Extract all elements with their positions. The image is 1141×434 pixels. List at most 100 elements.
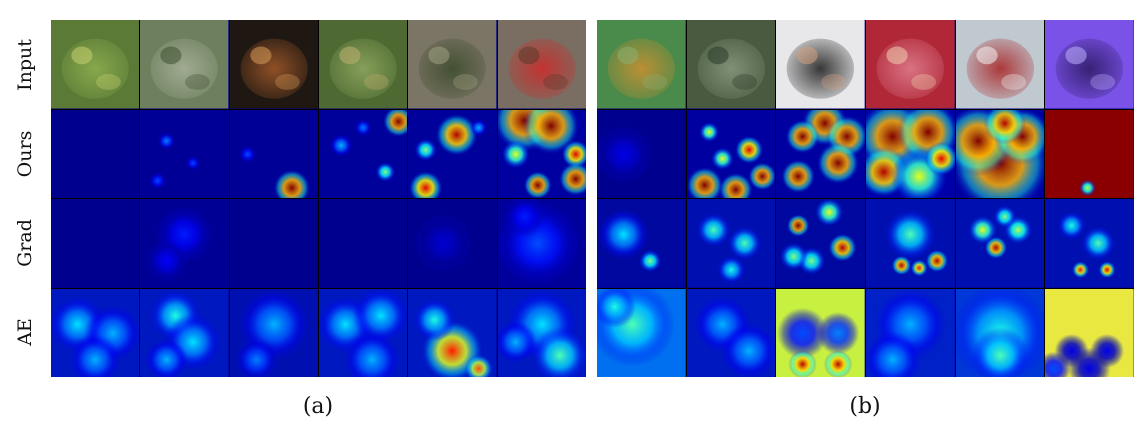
grad-heatmap-image (497, 199, 586, 288)
grad-heatmap-image (865, 199, 955, 288)
ae-heatmap (408, 288, 497, 377)
ae-heatmap-image (229, 288, 318, 377)
ours-heatmap (686, 109, 776, 198)
grad-heatmap-image (229, 199, 318, 288)
row-label-text: Grad (14, 219, 36, 267)
ae-heatmap (686, 288, 776, 377)
input-image (776, 20, 865, 109)
acorn-ground-photo (408, 20, 497, 109)
ae-heatmap-image (776, 288, 865, 377)
ours-heatmap-image (955, 109, 1045, 198)
ae-heatmap (865, 288, 955, 377)
grad-heatmap (686, 199, 776, 288)
ours-heatmap-image (140, 109, 229, 198)
row-label-ae: AE (5, 288, 45, 376)
caption-b: (b) (849, 394, 881, 419)
row-label-text: AE (14, 318, 36, 346)
grad-heatmap (597, 199, 686, 288)
telephone-photo (776, 20, 865, 109)
ae-heatmap (955, 288, 1045, 377)
image-grid-b (597, 20, 1134, 377)
fish-net-photo (597, 20, 686, 109)
grad-heatmap (140, 199, 229, 288)
input-image (686, 20, 776, 109)
ae-heatmap-image (408, 288, 497, 377)
grad-heatmap-image (686, 199, 776, 288)
image-grid-a (51, 20, 586, 377)
ours-heatmap (229, 109, 318, 198)
grad-heatmap-image (955, 199, 1045, 288)
grad-heatmap (865, 199, 955, 288)
grad-heatmap (229, 199, 318, 288)
ours-heatmap (1045, 109, 1134, 198)
ae-heatmap (51, 288, 140, 377)
ours-heatmap-image (865, 109, 955, 198)
acorn-cluster-photo (51, 20, 140, 109)
ours-heatmap (319, 109, 408, 198)
ae-heatmap-image (865, 288, 955, 377)
ae-heatmap-image (497, 288, 586, 377)
ae-heatmap-image (140, 288, 229, 377)
ours-heatmap-image (229, 109, 318, 198)
acorn-cap-photo (229, 20, 318, 109)
ae-heatmap-image (686, 288, 776, 377)
input-image (597, 20, 686, 109)
grad-heatmap-image (1045, 199, 1134, 288)
ours-heatmap-image (319, 109, 408, 198)
grad-heatmap (1045, 199, 1134, 288)
input-image (865, 20, 955, 109)
red-barn-photo (955, 20, 1045, 109)
row-label-input: Input (5, 21, 45, 109)
ae-heatmap-image (1045, 288, 1134, 377)
grad-heatmap (408, 199, 497, 288)
ours-heatmap-image (497, 109, 586, 198)
grad-heatmap (319, 199, 408, 288)
ours-heatmap (776, 109, 865, 198)
ours-heatmap (51, 109, 140, 198)
ae-heatmap (229, 288, 318, 377)
ae-heatmap-image (319, 288, 408, 377)
ae-heatmap-image (955, 288, 1045, 377)
grad-heatmap (497, 199, 586, 288)
red-leaf-acorn-photo (497, 20, 586, 109)
ours-heatmap (497, 109, 586, 198)
ours-heatmap-image (1045, 109, 1134, 198)
input-image (1045, 20, 1134, 109)
ours-heatmap (140, 109, 229, 198)
row-label-ours: Ours (5, 110, 45, 198)
grad-heatmap-image (319, 199, 408, 288)
input-image (140, 20, 229, 109)
caption-a: (a) (302, 394, 334, 419)
ours-heatmap (408, 109, 497, 198)
panel-a (51, 20, 586, 377)
grad-heatmap-image (776, 199, 865, 288)
ours-heatmap (955, 109, 1045, 198)
ours-heatmap-image (597, 109, 686, 198)
digital-clock-photo (1045, 20, 1134, 109)
grad-heatmap-image (597, 199, 686, 288)
grad-heatmap-image (51, 199, 140, 288)
ours-heatmap (865, 109, 955, 198)
ours-heatmap (597, 109, 686, 198)
input-image (408, 20, 497, 109)
strawberry-photo (865, 20, 955, 109)
ae-heatmap-image (51, 288, 140, 377)
acorn-branch-photo (319, 20, 408, 109)
input-image (319, 20, 408, 109)
crocodile-photo (686, 20, 776, 109)
row-label-grad: Grad (5, 199, 45, 287)
grad-heatmap (51, 199, 140, 288)
input-image (955, 20, 1045, 109)
oak-leaves-photo (140, 20, 229, 109)
grad-heatmap-image (408, 199, 497, 288)
input-image (229, 20, 318, 109)
ae-heatmap (497, 288, 586, 377)
grad-heatmap (955, 199, 1045, 288)
ours-heatmap-image (408, 109, 497, 198)
ae-heatmap (319, 288, 408, 377)
ae-heatmap (1045, 288, 1134, 377)
ours-heatmap-image (686, 109, 776, 198)
input-image (51, 20, 140, 109)
panel-b (597, 20, 1134, 377)
row-label-text: Ours (14, 130, 36, 178)
